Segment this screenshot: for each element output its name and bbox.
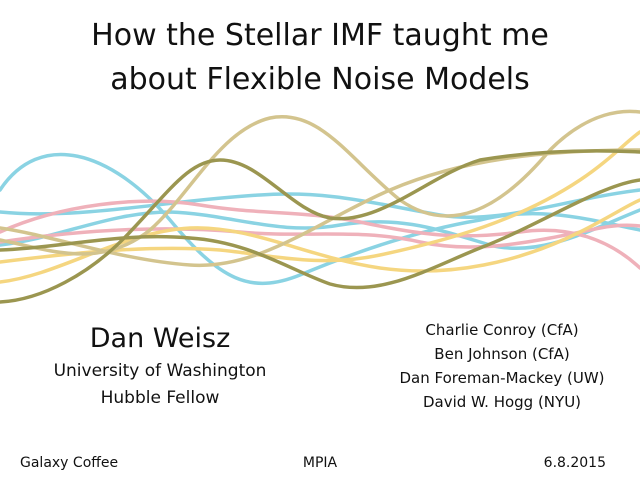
wave-olive-2	[0, 178, 640, 290]
presenter-affiliation: University of Washington	[53, 361, 267, 381]
wave-cyan-1	[0, 152, 640, 285]
collaborator-item: Dan Foreman-Mackey (UW)	[399, 369, 605, 387]
wave-tan-2	[0, 148, 640, 268]
wave-cyan-3	[0, 208, 640, 251]
wave-pink-2	[0, 223, 640, 249]
decorative-waves	[0, 109, 640, 304]
footer-venue: MPIA	[302, 455, 338, 471]
presenter-block: Dan Weisz University of Washington Hubbl…	[30, 320, 290, 412]
wave-pink-1	[0, 199, 640, 270]
collaborator-item: David W. Hogg (NYU)	[422, 393, 582, 411]
footer-event: Galaxy Coffee	[20, 455, 119, 471]
wave-yellow-2	[0, 130, 640, 264]
collaborators-list: Charlie Conroy (CfA) Ben Johnson (CfA) D…	[380, 318, 624, 414]
presenter-name: Dan Weisz	[89, 323, 231, 354]
slide-footer: MPIA Galaxy Coffee 6.8.2015	[0, 453, 640, 473]
presenter-position: Hubble Fellow	[100, 388, 220, 408]
slide-title-line-2: about Flexible Noise Models	[110, 62, 530, 97]
wave-olive-1	[0, 149, 640, 304]
slide-title: How the Stellar IMF taught me about Flex…	[0, 14, 640, 102]
footer-date: 6.8.2015	[543, 455, 606, 471]
collaborator-item: Ben Johnson (CfA)	[434, 345, 570, 363]
slide-title-line-1: How the Stellar IMF taught me	[91, 18, 549, 53]
wave-cyan-2	[0, 188, 640, 220]
wave-tan-1	[0, 109, 640, 256]
collaborator-item: Charlie Conroy (CfA)	[425, 321, 579, 339]
